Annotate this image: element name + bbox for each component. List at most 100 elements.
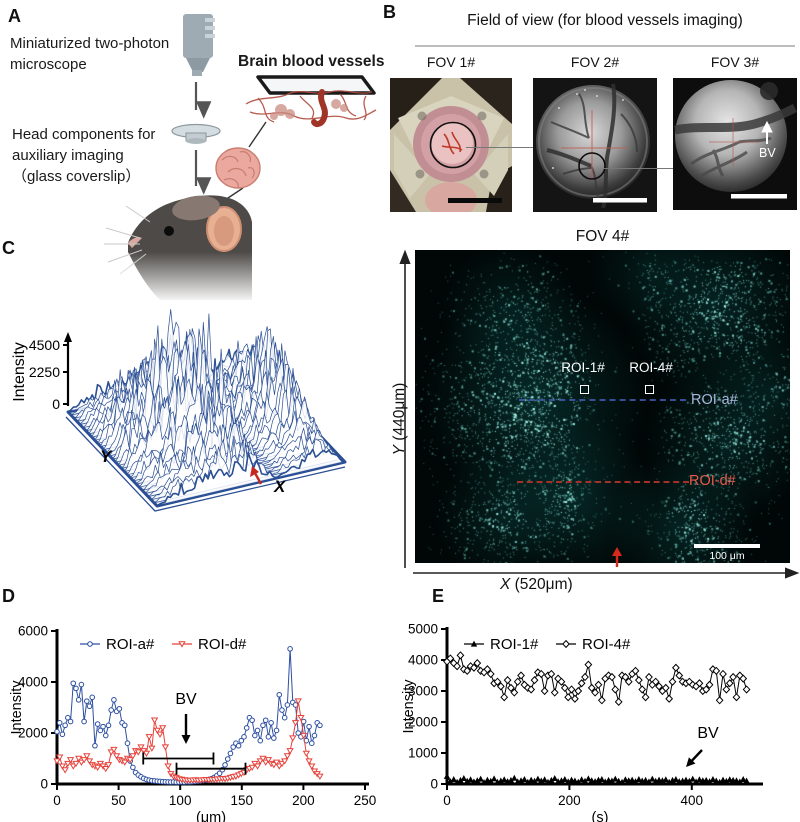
x-tick-label: 200 [292, 793, 315, 808]
x-tick-label: 100 [169, 793, 192, 808]
y-tick-label: 2000 [408, 715, 438, 730]
coverslip-icon [171, 123, 221, 144]
panel-b-divider [415, 45, 795, 47]
x-tick-label: 400 [681, 793, 704, 808]
range-bracket [175, 762, 247, 775]
y-tick-label: 1000 [408, 746, 438, 761]
series-ROI-d# [53, 698, 324, 785]
y-tick-label: 0 [430, 777, 438, 792]
panel-d-line-chart: 0 2000 4000 6000 0 50 100 150 200 250 (μm) Intensit… [9, 624, 377, 822]
y-tick-label: 4000 [18, 675, 48, 690]
fov4-scale-bar-label: 100 μm [709, 550, 745, 562]
panel-e-line-chart: 0 1000 2000 3000 4000 5000 0 200 400 (s) Intensity… [401, 622, 763, 822]
fov3-crosshair [709, 118, 759, 166]
panel-c-label: C [2, 238, 15, 258]
panel-e-label: E [432, 586, 445, 606]
series-ROI-a# [54, 646, 323, 786]
series-ROI-1# [443, 772, 750, 786]
series-ROI-4# [443, 651, 751, 706]
fov3-image: BV [673, 78, 797, 210]
connector-fov1-fov2 [466, 147, 533, 148]
c-z-axis-label: Intensity [11, 342, 28, 402]
fov4-roid-label: ROI-d# [689, 473, 736, 489]
head-caption-line2: auxiliary imaging [12, 147, 124, 164]
y-tick-label: 4000 [408, 653, 438, 668]
y-tick-label: 3000 [408, 684, 438, 699]
fov4-roid-dashed-line [517, 481, 689, 483]
x-axis-label: (s) [592, 810, 609, 822]
fov3-label: FOV 3# [710, 54, 760, 70]
x-axis-label: (μm) [196, 810, 226, 822]
bv-annotation: BV [697, 725, 719, 742]
fov2-art [533, 78, 657, 212]
microscope-caption-line2: microscope [10, 56, 87, 73]
mouse-fade [120, 252, 280, 312]
fov4-roia-label: ROI-a# [691, 392, 738, 408]
fov4-y-axis-rest: (440μm) [391, 382, 408, 445]
fov4-roia-dashed-line [519, 399, 686, 401]
legend-label: ROI-4# [582, 636, 631, 653]
range-bracket [142, 752, 215, 765]
c-x-axis-label: X [273, 477, 287, 496]
fov1-scale-bar [448, 198, 502, 203]
c-z-tick-label: 0 [52, 396, 60, 412]
fov4-image [415, 250, 790, 563]
fov4-y-axis-prefix: Y [391, 445, 408, 456]
x-tick-label: 250 [354, 793, 377, 808]
x-tick-label: 50 [111, 793, 126, 808]
x-tick-label: 0 [53, 793, 61, 808]
y-axis-label: Intensity [401, 679, 417, 734]
fov4-x-axis-label: X (520μm) [500, 576, 573, 594]
fov4-scale-bar [694, 544, 760, 548]
fov2-image [533, 78, 657, 212]
fov2-crosshair [561, 110, 627, 180]
brain-blood-vessels-illustration [245, 75, 377, 128]
fov4-roi4-label: ROI-4# [629, 360, 673, 375]
c-z-tick-label: 4500 [29, 337, 60, 353]
fov2-scale-bar [593, 198, 647, 203]
panel-d-label: D [2, 586, 15, 606]
y-tick-label: 2000 [18, 726, 48, 741]
y-tick-label: 0 [40, 777, 48, 792]
legend-label: ROI-d# [198, 636, 247, 653]
fov4-roi4-box [645, 385, 654, 394]
fov1-image [390, 78, 512, 212]
microscope-icon [183, 14, 215, 76]
microscope-caption-line1: Miniaturized two-photon [10, 35, 170, 52]
c-y-axis-label: Y [100, 447, 113, 466]
fov3-bv-label: BV [759, 146, 776, 160]
brain-blood-vessels-title: Brain blood vessels [238, 53, 385, 70]
fov1-art [390, 78, 512, 212]
fov4-x-axis-rest: (520μm) [510, 576, 573, 593]
fov2-roi-circle [578, 152, 606, 180]
panel-a-label: A [8, 6, 21, 26]
y-axis-label: Intensity [9, 680, 25, 735]
x-tick-label: 0 [443, 793, 451, 808]
bv-annotation: BV [175, 691, 197, 708]
fov4-y-axis-label: Y (440μm) [391, 364, 409, 474]
head-caption-line3: （glass coverslip） [12, 168, 141, 185]
fov3-art [673, 78, 797, 210]
brain-icon [215, 147, 261, 189]
fov4-axes [399, 249, 800, 579]
fov2-label: FOV 2# [570, 54, 620, 70]
connector-fov2-fov3 [604, 168, 673, 169]
x-tick-label: 150 [231, 793, 254, 808]
c-z-tick-label: 2250 [29, 364, 60, 380]
fov3-bv-arrow [761, 120, 773, 144]
y-tick-label: 5000 [408, 622, 438, 637]
fov4-x-axis-prefix: X [500, 576, 511, 593]
connector-window-brain [248, 121, 267, 148]
legend-label: ROI-1# [490, 636, 539, 653]
fov3-scale-bar [731, 194, 787, 199]
panel-a-illustration [104, 14, 377, 312]
panel-b-title: Field of view (for blood vessels imaging… [467, 12, 743, 29]
fov1-label: FOV 1# [426, 54, 476, 70]
panel-b-label: B [383, 2, 396, 22]
fov4-roi1-label: ROI-1# [561, 360, 605, 375]
fov4-bv-red-arrow [612, 547, 622, 567]
legend-label: ROI-a# [106, 636, 155, 653]
x-tick-label: 200 [558, 793, 581, 808]
